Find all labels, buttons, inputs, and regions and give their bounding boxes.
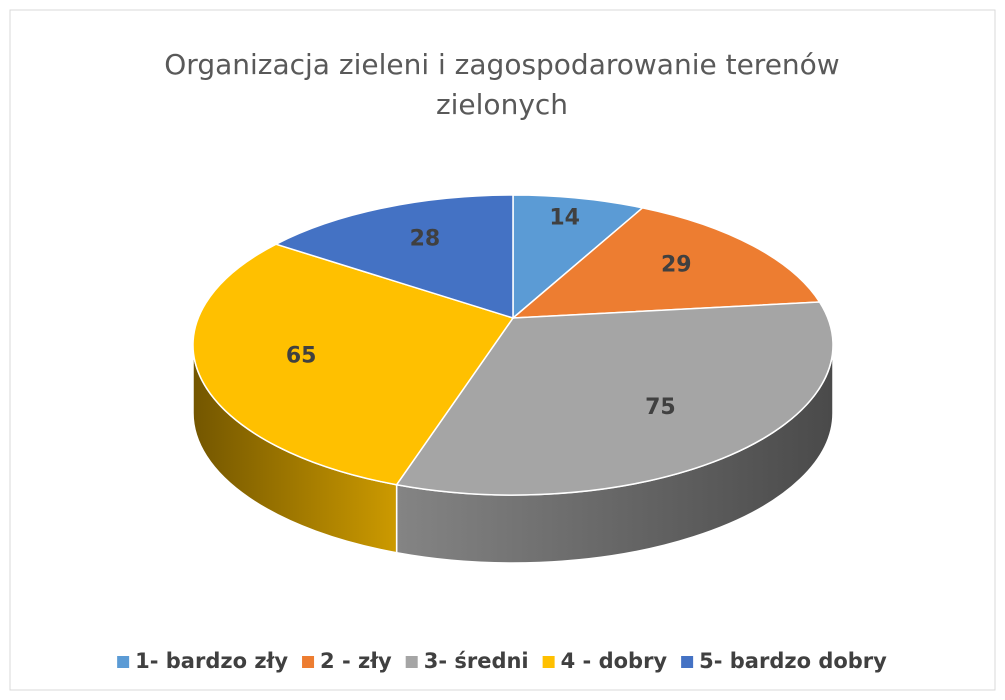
legend-label: 3- średni: [424, 649, 529, 673]
slice: [510, 207, 821, 319]
slice: [274, 194, 514, 320]
legend-label: 4 - dobry: [561, 649, 668, 673]
data-label: 14: [549, 206, 580, 231]
data-label: 75: [645, 395, 676, 420]
data-label: 65: [286, 343, 317, 368]
legend-swatch: [542, 656, 555, 668]
legend-label: 2 - zły: [320, 649, 392, 673]
chart-title: Organizacja zieleni i zagospodarowanie t…: [164, 48, 839, 121]
slice: [192, 243, 515, 486]
legend-swatch: [117, 656, 130, 668]
legend-label: 1- bardzo zły: [135, 649, 288, 673]
legend-swatch: [302, 656, 315, 668]
legend-swatch: [405, 656, 418, 668]
slice: [395, 301, 834, 496]
legend-swatch: [681, 656, 694, 668]
legend-label: 5- bardzo dobry: [699, 649, 887, 673]
slice: [512, 194, 645, 320]
data-label: 29: [661, 253, 692, 278]
legend: 1- bardzo zły 2 - zły 3- średni 4 - dobry 5-…: [117, 649, 887, 673]
data-label: 28: [410, 227, 441, 252]
